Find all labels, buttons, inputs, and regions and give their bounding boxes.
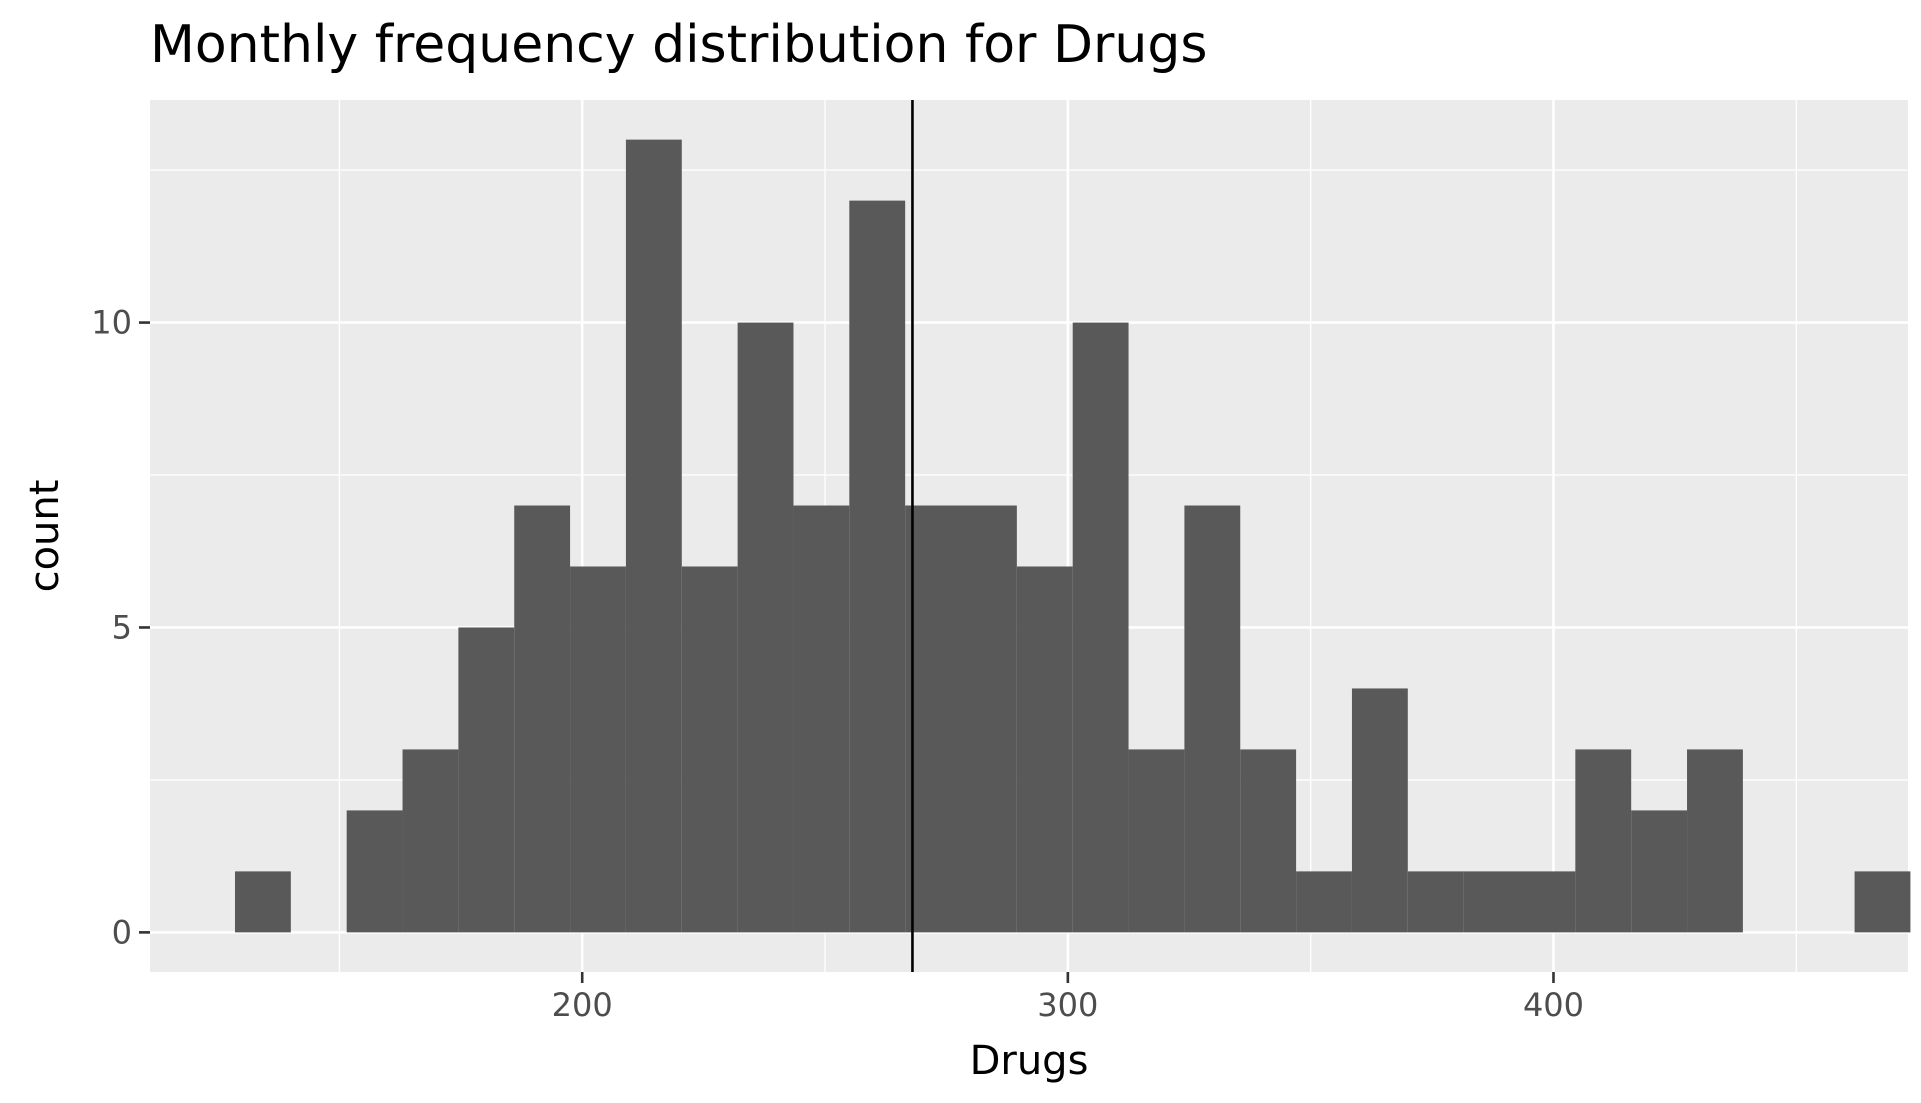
- histogram-bar: [961, 505, 1017, 933]
- histogram-bar: [681, 566, 738, 933]
- x-axis: 200 300 400: [552, 972, 1584, 1024]
- histogram-bar: [1407, 871, 1464, 933]
- histogram-bar: [1687, 749, 1743, 933]
- histogram-bars: [234, 139, 1911, 933]
- y-axis: 0 5 10: [91, 304, 150, 951]
- histogram-bar: [1854, 871, 1911, 933]
- histogram-bar: [458, 627, 515, 933]
- histogram-bar: [1575, 749, 1632, 933]
- histogram-bar: [625, 139, 682, 933]
- histogram-bar: [1519, 871, 1576, 933]
- y-axis-title: count: [22, 480, 68, 593]
- histogram-bar: [1351, 688, 1408, 933]
- histogram-bar: [346, 810, 403, 933]
- x-tick-label: 200: [552, 986, 613, 1024]
- histogram-bar: [905, 505, 962, 933]
- histogram-bar: [1184, 505, 1241, 933]
- y-tick-label: 10: [91, 304, 132, 342]
- y-tick-label: 0: [112, 913, 132, 951]
- histogram-bar: [1296, 871, 1352, 933]
- histogram-bar: [514, 505, 571, 933]
- x-tick-label: 300: [1037, 986, 1098, 1024]
- histogram-bar: [234, 871, 291, 933]
- histogram-bar: [737, 322, 794, 933]
- histogram-bar: [849, 200, 906, 933]
- histogram-bar: [1016, 566, 1073, 933]
- histogram-bar: [1072, 322, 1129, 933]
- histogram-bar: [1463, 871, 1520, 933]
- histogram-bar: [1240, 749, 1297, 933]
- histogram-bar: [402, 749, 459, 933]
- x-tick-label: 400: [1523, 986, 1584, 1024]
- histogram-bar: [1128, 749, 1185, 933]
- histogram-bar: [1631, 810, 1688, 933]
- y-tick-label: 5: [112, 608, 132, 646]
- histogram-bar: [793, 505, 850, 933]
- x-axis-title: Drugs: [970, 1038, 1089, 1084]
- histogram-bar: [570, 566, 626, 933]
- chart-title: Monthly frequency distribution for Drugs: [150, 15, 1207, 75]
